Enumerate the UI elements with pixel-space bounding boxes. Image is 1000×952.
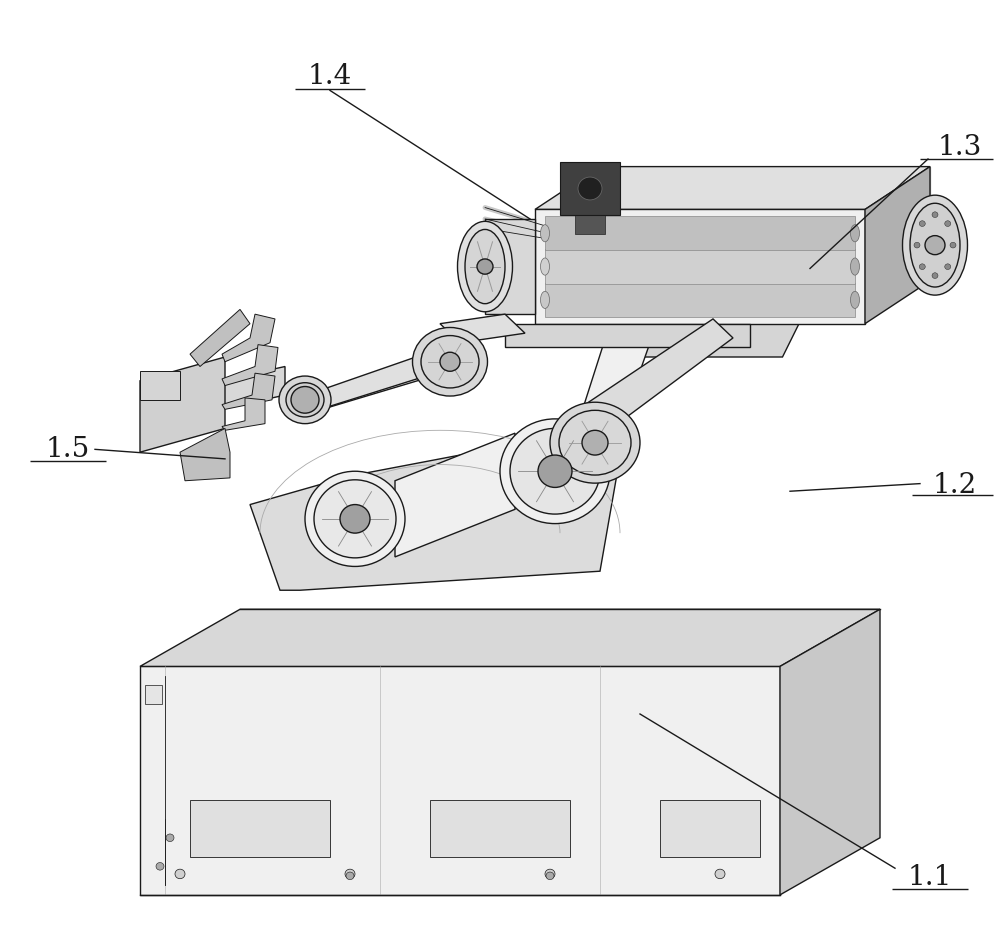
Polygon shape [560,162,620,215]
Ellipse shape [510,428,600,514]
Polygon shape [505,324,750,347]
Polygon shape [295,386,315,414]
Polygon shape [660,800,760,857]
Circle shape [546,872,554,880]
Circle shape [166,834,174,842]
Ellipse shape [850,225,860,242]
Polygon shape [180,428,230,481]
Polygon shape [140,666,780,895]
Polygon shape [601,324,799,357]
Polygon shape [222,314,275,362]
Ellipse shape [500,419,610,524]
Polygon shape [140,371,180,400]
Circle shape [578,177,602,200]
Polygon shape [865,167,930,324]
Circle shape [945,221,951,227]
Circle shape [175,869,185,879]
Polygon shape [190,309,250,367]
Ellipse shape [559,410,631,475]
Ellipse shape [305,471,405,566]
Circle shape [477,259,493,274]
Polygon shape [575,215,605,234]
Polygon shape [320,350,435,409]
Circle shape [932,212,938,218]
Polygon shape [545,216,855,250]
Ellipse shape [413,327,488,396]
Circle shape [345,869,355,879]
Polygon shape [575,324,655,433]
Circle shape [919,264,925,269]
Ellipse shape [314,480,396,558]
Ellipse shape [465,229,505,304]
Circle shape [914,243,920,248]
Circle shape [538,455,572,487]
Circle shape [346,872,354,880]
Ellipse shape [540,258,549,275]
Text: 1.4: 1.4 [308,63,352,89]
Circle shape [545,869,555,879]
Circle shape [950,243,956,248]
Ellipse shape [279,376,331,424]
Polygon shape [430,800,570,857]
Text: 1.1: 1.1 [908,864,952,891]
Ellipse shape [421,336,479,388]
Polygon shape [535,209,865,324]
Ellipse shape [850,291,860,308]
Circle shape [582,430,608,455]
Circle shape [945,264,951,269]
Ellipse shape [902,195,967,295]
Ellipse shape [457,222,512,312]
Ellipse shape [550,402,640,483]
Ellipse shape [540,225,549,242]
Ellipse shape [910,204,960,288]
Circle shape [925,236,945,255]
Polygon shape [535,167,930,209]
Circle shape [291,387,319,413]
Circle shape [715,869,725,879]
Text: 1.5: 1.5 [46,436,90,463]
Polygon shape [222,398,265,430]
Polygon shape [485,219,535,314]
Ellipse shape [540,291,549,308]
Polygon shape [585,319,733,433]
Polygon shape [545,249,855,284]
Polygon shape [222,373,275,409]
Polygon shape [140,357,225,452]
Ellipse shape [850,258,860,275]
Circle shape [919,221,925,227]
Polygon shape [190,800,330,857]
Polygon shape [440,314,525,343]
Polygon shape [145,685,162,704]
Polygon shape [780,609,880,895]
Circle shape [340,505,370,533]
Polygon shape [250,428,620,590]
Ellipse shape [286,383,324,417]
Polygon shape [222,345,278,386]
Polygon shape [140,609,880,666]
Circle shape [932,273,938,279]
Polygon shape [395,433,515,557]
Polygon shape [322,347,465,409]
Text: 1.2: 1.2 [933,472,977,499]
Circle shape [440,352,460,371]
Polygon shape [220,367,285,409]
Polygon shape [545,283,855,317]
Polygon shape [600,167,930,281]
Circle shape [156,863,164,870]
Text: 1.3: 1.3 [938,134,982,161]
